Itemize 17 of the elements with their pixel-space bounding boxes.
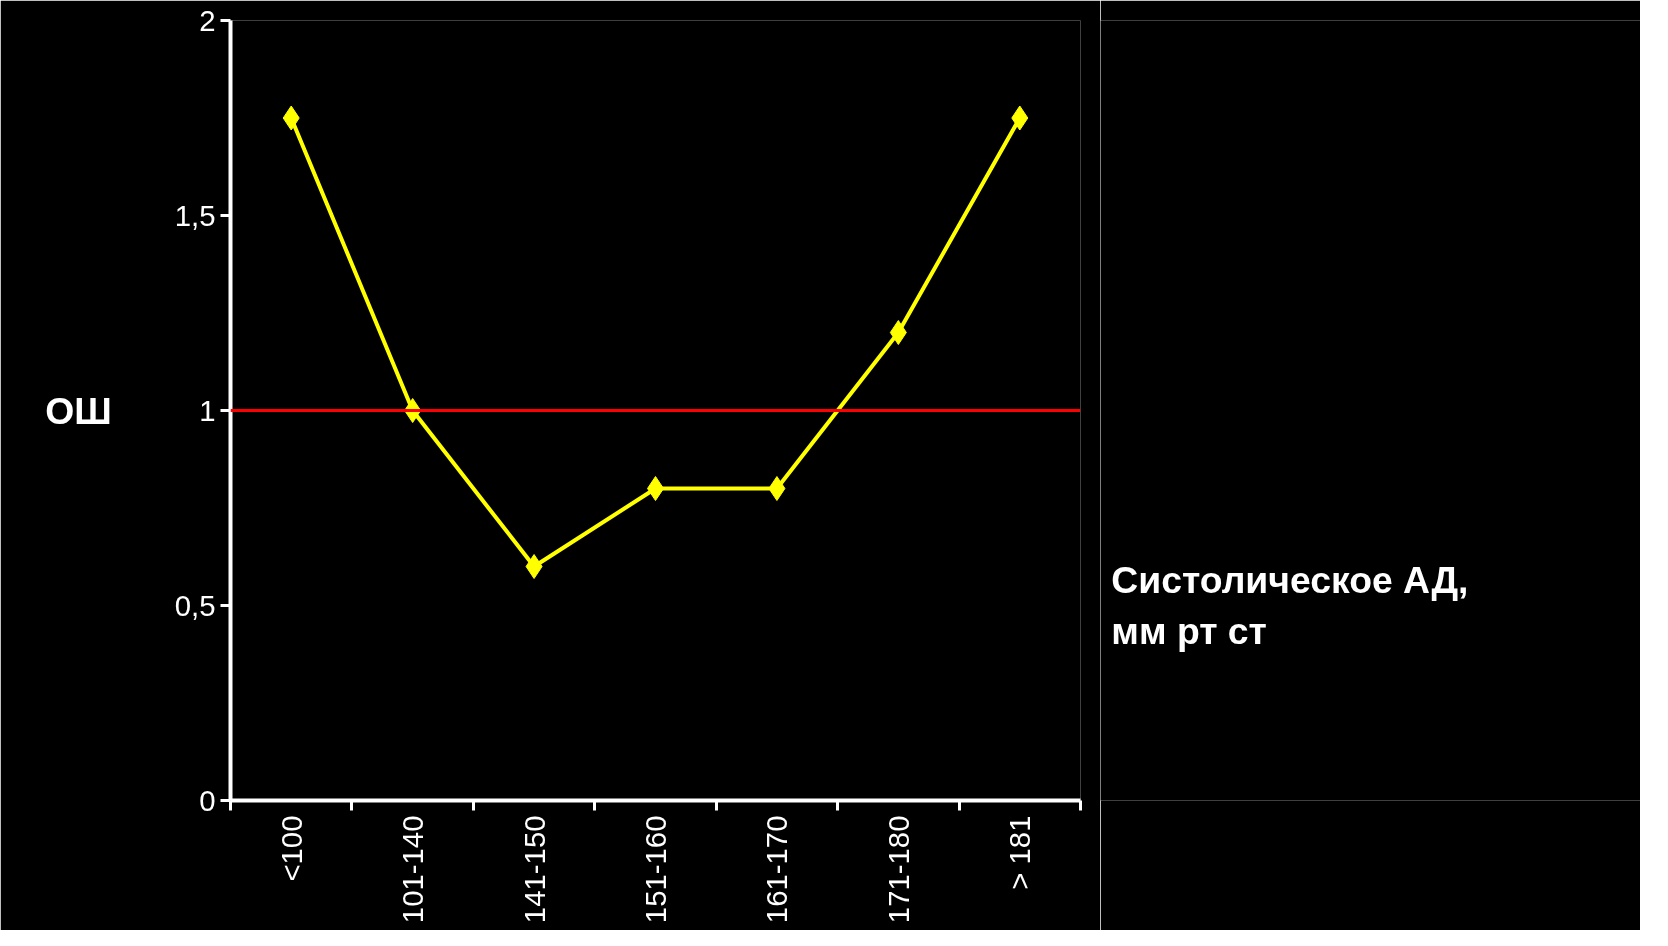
x-tick-label: 151-160 [639,815,672,924]
y-tick-label: 0 [199,783,216,817]
x-tick-label: 161-170 [760,815,794,924]
y-tick-label: 1,5 [174,198,216,232]
x-tick-label: 171-180 [881,815,915,924]
point [768,476,786,501]
point [889,320,907,345]
y-tick-label: 0,5 [174,588,216,622]
y-tick-label: 2 [199,3,216,37]
y-tick-label: 1 [199,393,216,427]
x-tick-label: > 181 [1003,815,1037,890]
x-tick-label: 141-150 [517,815,551,924]
x-tick-label: 101-140 [396,815,430,924]
x-axis-title: Систолическое АД, мм рт ст [1111,559,1469,652]
x-tick-label: <100 [274,815,308,882]
point [525,554,543,579]
y-axis-title: ОШ [45,389,112,432]
